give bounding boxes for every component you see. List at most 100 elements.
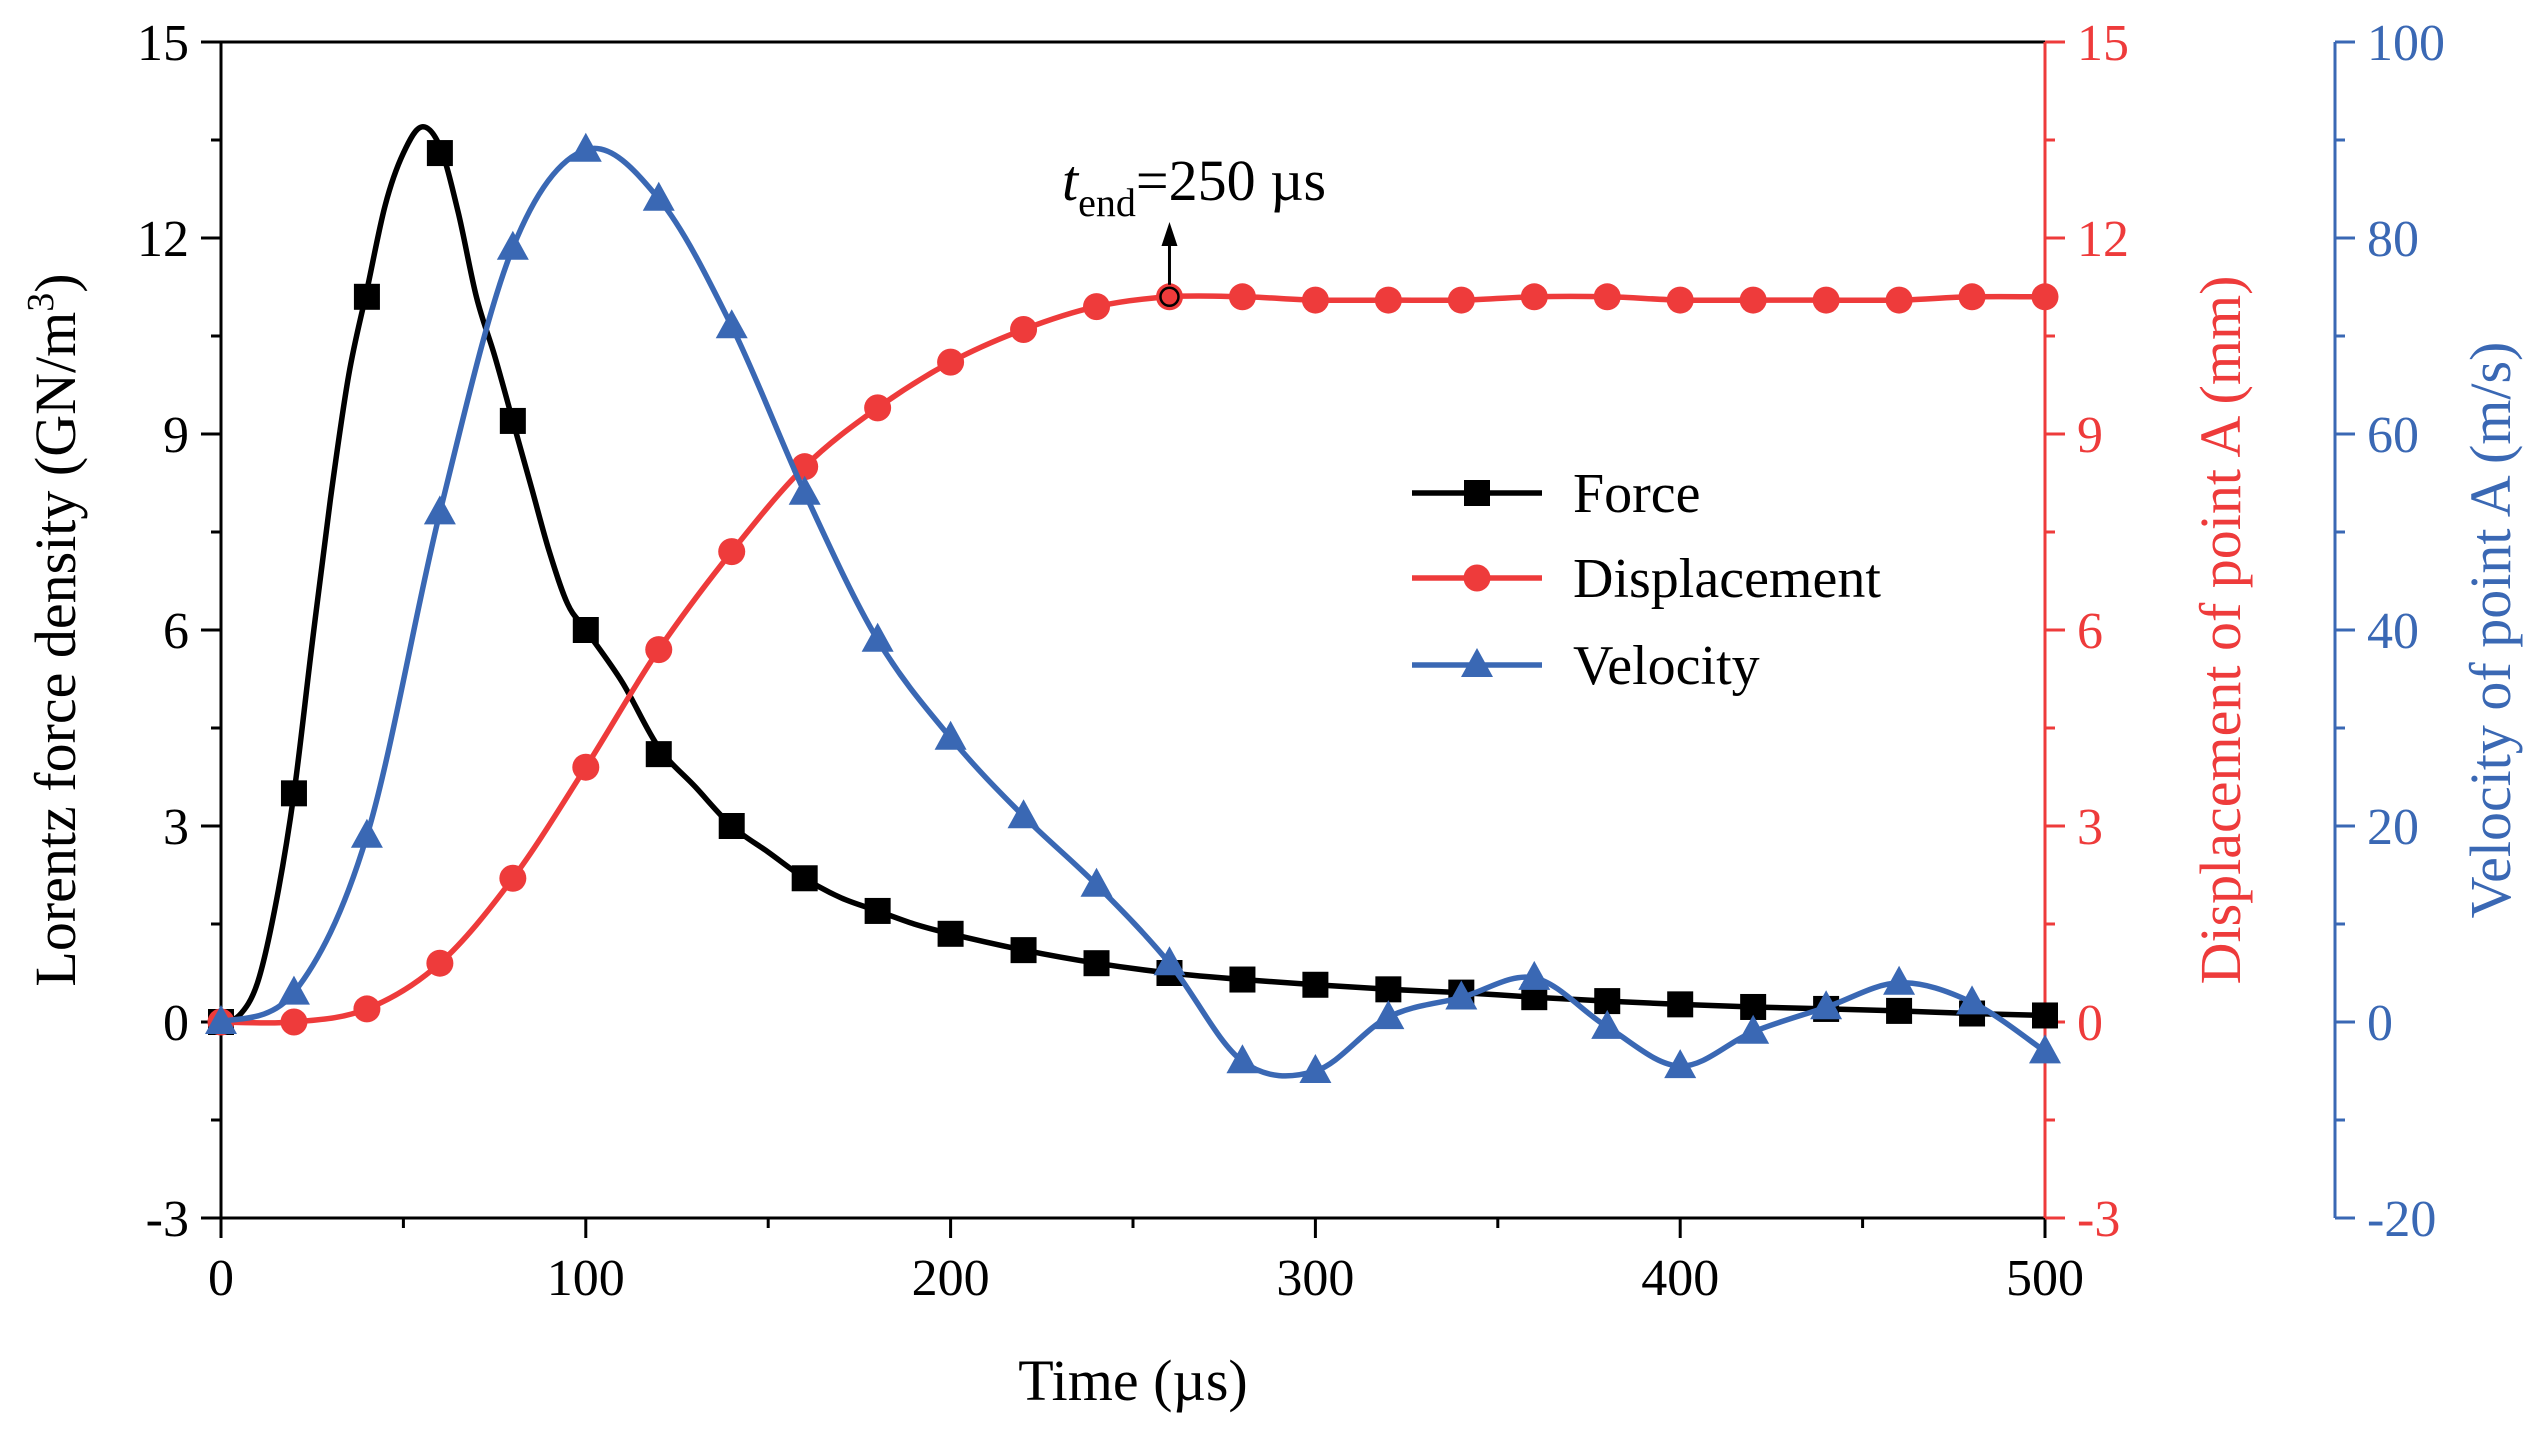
displacement-point [1593, 283, 1621, 311]
displacement-point [645, 636, 673, 664]
displacement-y-tick-label: -3 [2077, 1191, 2120, 1248]
force-point [1010, 937, 1037, 964]
velocity-point [423, 495, 456, 525]
displacement-series [207, 283, 2059, 1036]
displacement-point [937, 348, 965, 376]
force-point [1886, 997, 1913, 1024]
legend: Force Displacement Velocity [1412, 463, 1881, 697]
velocity-y-tick-label: 80 [2367, 211, 2419, 268]
velocity-point [496, 230, 529, 260]
velocity-point [350, 818, 383, 848]
velocity-point [642, 181, 675, 211]
annotation-arrowhead [1161, 222, 1178, 246]
legend-marker-force [1464, 480, 1490, 506]
force-point [864, 897, 891, 924]
left-y-tick-label: 12 [137, 211, 189, 268]
velocity-y-tick-label: 20 [2367, 799, 2419, 856]
velocity-point [1664, 1049, 1697, 1079]
legend-label-velocity: Velocity [1573, 635, 1760, 697]
velocity-point [1956, 985, 1989, 1015]
velocity-axis-label: Velocity of point A (m/s) [2458, 342, 2523, 919]
displacement-y-tick-label: 0 [2077, 995, 2103, 1052]
x-tick-label: 0 [208, 1250, 234, 1307]
velocity-y-tick-label: -20 [2367, 1191, 2436, 1248]
displacement-y-tick-label: 6 [2077, 603, 2103, 660]
x-tick-label: 200 [912, 1250, 990, 1307]
displacement-point [1228, 283, 1256, 311]
velocity-y-tick-label: 0 [2367, 995, 2393, 1052]
displacement-point [1739, 286, 1767, 314]
velocity-point [569, 132, 602, 162]
force-point [1594, 988, 1621, 1015]
legend-marker-displacement [1463, 564, 1491, 592]
left-y-tick-label: -3 [146, 1191, 189, 1248]
displacement-y-tick-label: 12 [2077, 211, 2129, 268]
displacement-point [1301, 286, 1329, 314]
velocity-point [1810, 990, 1843, 1020]
displacement-point [572, 753, 600, 781]
force-point [353, 283, 380, 310]
force-point [499, 407, 526, 434]
force-point [937, 920, 964, 947]
left-y-axis-label-main: Lorentz force density (GN/m [23, 312, 88, 987]
left-y-axis-label-end: ) [23, 273, 88, 292]
force-point [1229, 966, 1256, 993]
velocity-y-tick-label: 40 [2367, 603, 2419, 660]
displacement-point [1520, 283, 1548, 311]
left-y-tick-label: 15 [137, 15, 189, 72]
displacement-y-tick-label: 15 [2077, 15, 2129, 72]
velocity-point [1737, 1014, 1770, 1044]
velocity-point [277, 975, 310, 1005]
series-layer [205, 124, 2061, 1083]
force-point [1083, 950, 1110, 977]
velocity-point [1883, 965, 1916, 995]
left-y-tick-label: 6 [163, 603, 189, 660]
x-axis-label: Time (µs) [1018, 1348, 1247, 1413]
legend-item-force: Force [1412, 463, 1701, 525]
displacement-point [1010, 315, 1038, 343]
velocity-point [1080, 867, 1113, 897]
legend-label-displacement: Displacement [1573, 548, 1881, 610]
annotation-text-suffix: =250 µs [1136, 148, 1326, 213]
left-y-tick-label: 9 [163, 407, 189, 464]
force-point [1667, 991, 1694, 1018]
velocity-point [1299, 1054, 1332, 1083]
annotation: tend=250 µs [1062, 148, 1326, 308]
velocity-point [1591, 1009, 1624, 1039]
left-y-tick-label: 0 [163, 995, 189, 1052]
velocity-point [1445, 980, 1478, 1010]
force-point [1375, 976, 1402, 1003]
displacement-point [499, 864, 527, 892]
left-y-axis-label: Lorentz force density (GN/m3) [20, 273, 88, 986]
annotation-text-prefix: t [1062, 148, 1080, 213]
annotation-text-subscript: end [1078, 180, 1136, 225]
velocity-y-tick-label: 100 [2367, 15, 2445, 72]
force-point [718, 813, 745, 839]
x-tick-label: 300 [1276, 1250, 1354, 1307]
displacement-y-tick-label: 9 [2077, 407, 2103, 464]
velocity-point [715, 309, 748, 339]
velocity-point [934, 720, 967, 750]
legend-item-displacement: Displacement [1412, 548, 1881, 610]
velocity-point [2029, 1034, 2061, 1064]
displacement-axis-label: Displacement of point A (mm) [2188, 276, 2253, 985]
displacement-point [353, 995, 381, 1023]
displacement-point [1374, 286, 1402, 314]
annotation-text: tend=250 µs [1062, 148, 1326, 225]
force-point [280, 780, 307, 807]
force-point [645, 741, 672, 768]
velocity-point [1372, 1000, 1405, 1030]
x-tick-label: 100 [547, 1250, 625, 1307]
force-series [208, 124, 2058, 1035]
displacement-y-tick-label: 3 [2077, 799, 2103, 856]
displacement-point [426, 949, 454, 977]
velocity-point [1153, 946, 1186, 976]
velocity-point [788, 475, 821, 505]
displacement-point [864, 394, 892, 422]
velocity-point [861, 622, 894, 652]
legend-marker-velocity [1461, 648, 1493, 677]
displacement-point [2031, 283, 2059, 311]
displacement-point [280, 1008, 308, 1036]
